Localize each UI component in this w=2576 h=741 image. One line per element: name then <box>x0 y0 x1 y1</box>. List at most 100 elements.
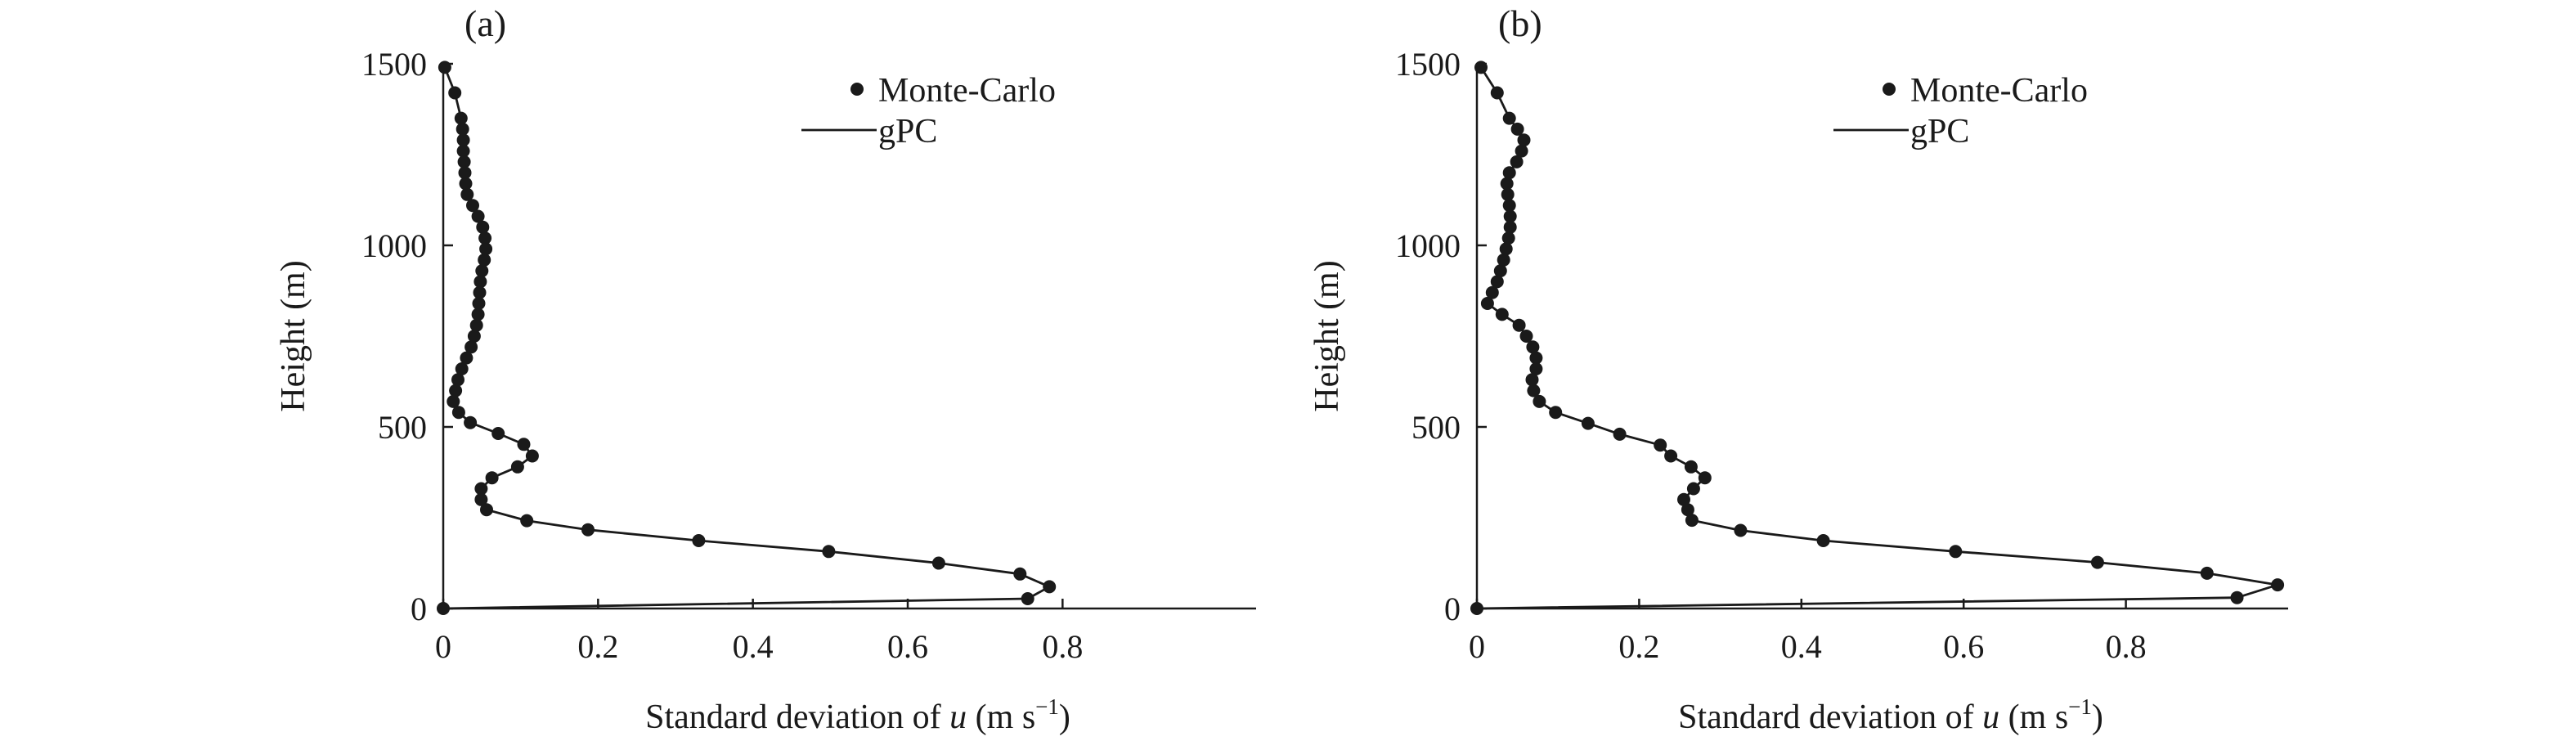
monte-carlo-point <box>1654 438 1667 452</box>
monte-carlo-point <box>471 209 485 223</box>
monte-carlo-point <box>478 231 492 245</box>
monte-carlo-point <box>456 122 469 136</box>
monte-carlo-point <box>1474 61 1488 74</box>
x-tick-label: 0.4 <box>733 628 774 665</box>
monte-carlo-point <box>581 523 595 537</box>
legend-label: gPC <box>878 113 937 150</box>
x-tick-label: 0.6 <box>1943 628 1984 665</box>
monte-carlo-point <box>1493 264 1507 278</box>
monte-carlo-point <box>2090 555 2104 569</box>
monte-carlo-point <box>1497 253 1510 267</box>
monte-carlo-point <box>1470 602 1483 615</box>
monte-carlo-point <box>475 264 489 278</box>
monte-carlo-point <box>448 86 462 100</box>
monte-carlo-point <box>454 111 468 125</box>
legend-label: Monte-Carlo <box>1910 72 2088 110</box>
x-tick-label: 0.6 <box>887 628 928 665</box>
legend-marker-dot <box>1883 83 1896 96</box>
monte-carlo-point <box>1510 122 1524 136</box>
monte-carlo-point <box>460 187 474 201</box>
legend-marker-dot <box>850 83 864 96</box>
y-tick-label: 1500 <box>361 46 427 83</box>
monte-carlo-point <box>476 220 490 234</box>
monte-carlo-point <box>1685 514 1699 528</box>
monte-carlo-point <box>1526 340 1540 354</box>
monte-carlo-point <box>447 394 460 408</box>
monte-carlo-point <box>2271 578 2285 592</box>
monte-carlo-point <box>1502 111 1516 125</box>
monte-carlo-point <box>456 144 470 158</box>
monte-carlo-point <box>1501 231 1515 245</box>
monte-carlo-point <box>1503 209 1517 223</box>
monte-carlo-point <box>474 482 488 496</box>
monte-carlo-point <box>471 308 485 321</box>
monte-carlo-point <box>1686 482 1700 496</box>
monte-carlo-point <box>1501 187 1515 201</box>
monte-carlo-point <box>1512 318 1526 332</box>
monte-carlo-point <box>1698 471 1712 485</box>
x-tick-label: 0.2 <box>1618 628 1659 665</box>
monte-carlo-point <box>1013 567 1027 581</box>
x-axis-label: Standard deviation of u (m s−1) <box>645 694 1070 736</box>
monte-carlo-point <box>1503 220 1517 234</box>
monte-carlo-point <box>1485 285 1499 299</box>
monte-carlo-point <box>437 602 450 615</box>
monte-carlo-point <box>931 556 945 570</box>
y-axis-label: Height (m) <box>1308 260 1346 411</box>
x-axis-label-unit: (m s <box>1999 698 2068 736</box>
monte-carlo-point <box>472 297 486 310</box>
monte-carlo-point <box>469 318 483 332</box>
monte-carlo-point <box>2200 566 2214 580</box>
x-axis-label-exponent: −1 <box>1035 694 1059 719</box>
y-tick-label: 0 <box>1444 591 1461 627</box>
monte-carlo-point <box>1490 86 1504 100</box>
monte-carlo-point <box>458 166 472 180</box>
monte-carlo-point <box>480 503 493 517</box>
monte-carlo-point <box>1499 242 1513 256</box>
monte-carlo-point <box>478 253 491 267</box>
monte-carlo-point <box>455 362 469 375</box>
monte-carlo-point <box>1529 362 1543 375</box>
monte-carlo-point <box>466 199 479 213</box>
x-tick-label: 0 <box>1469 628 1485 665</box>
x-tick-label: 0.8 <box>1042 628 1083 665</box>
monte-carlo-point <box>1515 144 1528 158</box>
monte-carlo-point <box>1949 545 1963 559</box>
x-tick-label: 0.4 <box>1781 628 1822 665</box>
panel-a: 0 0.2 0.4 0.6 0.8 0 500 1000 1500 Standard deviat… <box>275 2 1256 736</box>
legend-label: gPC <box>1910 113 1969 150</box>
monte-carlo-point <box>456 133 470 147</box>
monte-carlo-point <box>464 340 478 354</box>
monte-carlo-point <box>1734 523 1748 537</box>
monte-carlo-point <box>1500 177 1514 191</box>
x-axis-label-unit: (m s <box>967 698 1035 736</box>
monte-carlo-point <box>1517 133 1531 147</box>
monte-carlo-point <box>457 155 471 168</box>
monte-carlo-point <box>473 275 487 289</box>
x-axis-label-close: ) <box>1059 698 1070 736</box>
x-axis-label-close: ) <box>2092 698 2103 736</box>
monte-carlo-point <box>459 177 473 191</box>
monte-carlo-point <box>1527 384 1541 397</box>
monte-carlo-point <box>1502 199 1516 213</box>
monte-carlo-point <box>525 449 539 463</box>
legend-label: Monte-Carlo <box>878 72 1056 110</box>
monte-carlo-point <box>520 514 534 528</box>
y-tick-label: 500 <box>1411 409 1461 446</box>
y-tick-label: 0 <box>411 591 427 627</box>
x-tick-label: 0.8 <box>2106 628 2147 665</box>
monte-carlo-point <box>1677 492 1690 506</box>
monte-carlo-point <box>692 534 706 547</box>
monte-carlo-point <box>491 427 505 440</box>
panel-label: (a) <box>464 2 506 44</box>
monte-carlo-point <box>517 438 531 451</box>
panel-label: (b) <box>1498 2 1542 44</box>
monte-carlo-point <box>473 285 487 299</box>
monte-carlo-point <box>449 384 463 397</box>
monte-carlo-point <box>485 471 499 485</box>
x-tick-label: 0.2 <box>577 628 618 665</box>
panel-b: 0 0.2 0.4 0.6 0.8 0 500 1000 1500 Standard deviat… <box>1308 2 2288 736</box>
y-tick-label: 1000 <box>1395 227 1461 264</box>
monte-carlo-point <box>1549 406 1563 420</box>
monte-carlo-point <box>1490 275 1504 289</box>
